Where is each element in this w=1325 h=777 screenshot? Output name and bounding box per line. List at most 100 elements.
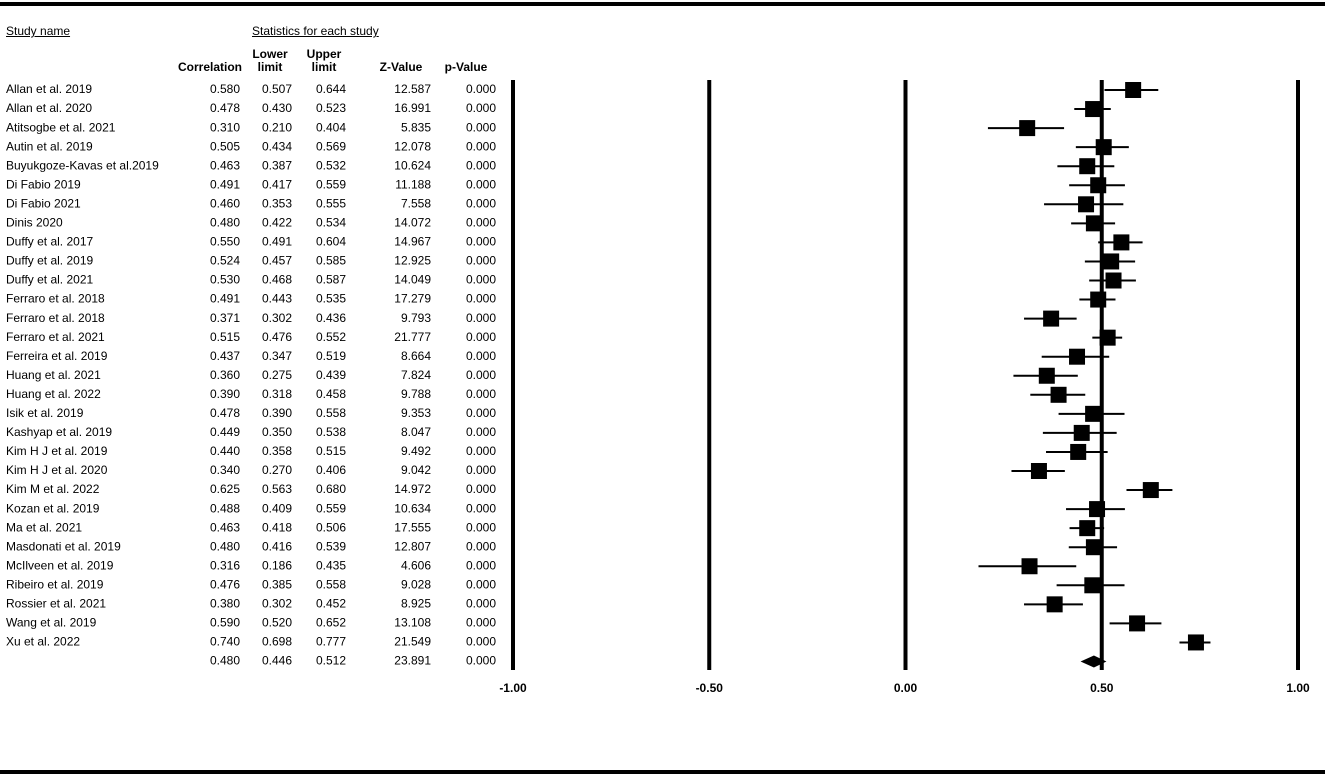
cell: 0.680 bbox=[316, 482, 346, 496]
cell: 13.108 bbox=[394, 616, 431, 630]
cell: 0.520 bbox=[262, 616, 292, 630]
cell: 0.515 bbox=[316, 444, 346, 458]
effect-marker bbox=[1125, 82, 1142, 98]
effect-marker bbox=[1030, 463, 1047, 479]
cell: 0.270 bbox=[262, 463, 292, 477]
effect-marker bbox=[1043, 310, 1060, 327]
cell: 9.028 bbox=[401, 577, 431, 591]
effect-marker bbox=[1187, 634, 1204, 651]
cell: 0.443 bbox=[262, 292, 292, 306]
study-name: Kim H J et al. 2019 bbox=[6, 444, 108, 458]
study-name: Duffy et al. 2021 bbox=[6, 273, 93, 287]
effect-marker bbox=[1103, 253, 1120, 270]
study-name: Kim M et al. 2022 bbox=[6, 482, 100, 496]
cell: 0.439 bbox=[316, 368, 346, 382]
study-name: Ferraro et al. 2021 bbox=[6, 330, 105, 344]
effect-marker bbox=[1090, 177, 1107, 194]
cell: 14.967 bbox=[394, 235, 431, 249]
cell: 0.000 bbox=[466, 558, 496, 572]
cell: 0.318 bbox=[262, 387, 292, 401]
effect-marker bbox=[1085, 101, 1102, 118]
summary-cell: 0.000 bbox=[466, 654, 496, 668]
study-name: Ribeiro et al. 2019 bbox=[6, 577, 104, 591]
study-name: Autin et al. 2019 bbox=[6, 139, 93, 153]
cell: 0.491 bbox=[262, 235, 292, 249]
effect-marker bbox=[1085, 539, 1102, 556]
study-name: Di Fabio 2019 bbox=[6, 177, 81, 191]
cell: 0.491 bbox=[210, 177, 240, 191]
column-header: Lower limit bbox=[252, 47, 288, 74]
cell: 0.380 bbox=[210, 597, 240, 611]
effect-marker bbox=[1142, 482, 1159, 499]
effect-marker bbox=[1079, 158, 1096, 175]
column-header: p-Value bbox=[444, 60, 488, 74]
cell: 0.488 bbox=[210, 501, 240, 515]
cell: 0.558 bbox=[316, 577, 346, 591]
study-name: Rossier et al. 2021 bbox=[6, 597, 106, 611]
column-header: Upper limit bbox=[306, 47, 342, 74]
cell: 0.000 bbox=[466, 349, 496, 363]
effect-marker bbox=[1084, 577, 1101, 594]
cell: 0.523 bbox=[316, 101, 346, 115]
study-header: Study name bbox=[6, 24, 71, 38]
x-tick-label: 1.00 bbox=[1286, 681, 1310, 695]
study-name: Buyukgoze-Kavas et al.2019 bbox=[6, 158, 159, 172]
cell: 0.452 bbox=[316, 597, 346, 611]
cell: 0.777 bbox=[316, 635, 346, 649]
x-tick-label: -1.00 bbox=[499, 681, 527, 695]
effect-marker bbox=[1019, 120, 1036, 137]
cell: 0.404 bbox=[316, 120, 346, 134]
cell: 17.279 bbox=[394, 292, 431, 306]
cell: 10.624 bbox=[394, 158, 431, 172]
cell: 0.350 bbox=[262, 425, 292, 439]
effect-marker bbox=[1113, 234, 1130, 251]
effect-marker bbox=[1079, 520, 1096, 537]
cell: 0.000 bbox=[466, 368, 496, 382]
cell: 0.302 bbox=[262, 597, 292, 611]
summary-diamond bbox=[1080, 655, 1107, 668]
cell: 17.555 bbox=[394, 520, 431, 534]
cell: 0.480 bbox=[210, 216, 240, 230]
cell: 0.625 bbox=[210, 482, 240, 496]
effect-marker bbox=[1070, 443, 1087, 460]
effect-marker bbox=[1050, 386, 1067, 403]
cell: 0.417 bbox=[262, 177, 292, 191]
cell: 0.449 bbox=[210, 425, 240, 439]
cell: 0.434 bbox=[262, 139, 292, 153]
effect-marker bbox=[1095, 139, 1112, 156]
x-tick-label: 0.50 bbox=[1090, 681, 1114, 695]
effect-marker bbox=[1085, 215, 1102, 232]
summary-cell: 23.891 bbox=[394, 654, 431, 668]
cell: 0.550 bbox=[210, 235, 240, 249]
cell: 0.000 bbox=[466, 330, 496, 344]
study-name: Masdonati et al. 2019 bbox=[6, 539, 121, 553]
cell: 14.072 bbox=[394, 216, 431, 230]
cell: 12.807 bbox=[394, 539, 431, 553]
study-name: Allan et al. 2020 bbox=[6, 101, 92, 115]
cell: 0.585 bbox=[316, 254, 346, 268]
cell: 14.972 bbox=[394, 482, 431, 496]
effect-marker bbox=[1090, 291, 1107, 308]
cell: 0.000 bbox=[466, 577, 496, 591]
cell: 0.436 bbox=[316, 311, 346, 325]
summary-cell: 0.512 bbox=[316, 654, 346, 668]
cell: 0.430 bbox=[262, 101, 292, 115]
study-name: Di Fabio 2021 bbox=[6, 196, 81, 210]
cell: 7.558 bbox=[401, 196, 431, 210]
cell: 0.000 bbox=[466, 387, 496, 401]
cell: 0.435 bbox=[316, 558, 346, 572]
cell: 0.000 bbox=[466, 501, 496, 515]
cell: 0.505 bbox=[210, 139, 240, 153]
cell: 0.000 bbox=[466, 158, 496, 172]
effect-marker bbox=[1021, 558, 1038, 575]
cell: 0.385 bbox=[262, 577, 292, 591]
cell: 0.390 bbox=[262, 406, 292, 420]
effect-marker bbox=[1099, 329, 1116, 346]
cell: 0.000 bbox=[466, 635, 496, 649]
cell: 0.000 bbox=[466, 425, 496, 439]
cell: 0.000 bbox=[466, 196, 496, 210]
cell: 0.491 bbox=[210, 292, 240, 306]
cell: 7.824 bbox=[401, 368, 431, 382]
